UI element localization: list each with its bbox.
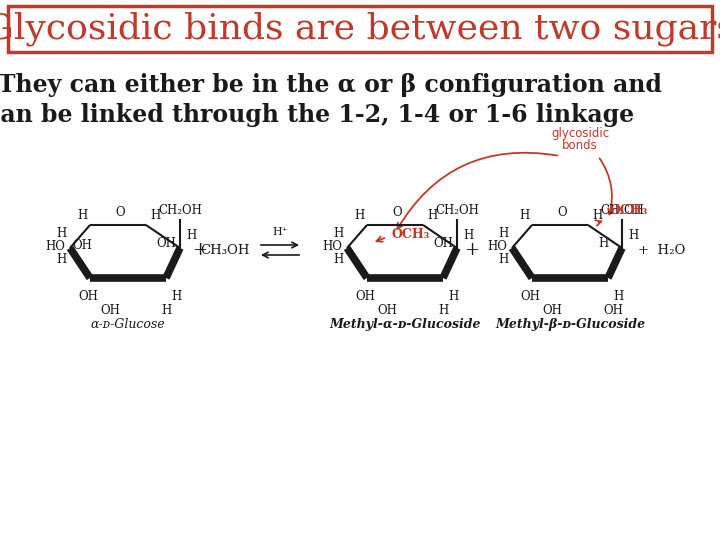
- Text: OH: OH: [78, 290, 98, 303]
- Text: H: H: [334, 253, 344, 266]
- Text: Methyl-β-ᴅ-Glucoside: Methyl-β-ᴅ-Glucoside: [495, 318, 645, 331]
- Text: CH₂OH: CH₂OH: [435, 204, 479, 217]
- Text: H: H: [150, 209, 161, 222]
- Text: +: +: [192, 241, 207, 259]
- Text: OCH₃: OCH₃: [610, 204, 648, 217]
- Text: Methyl-α-ᴅ-Glucoside: Methyl-α-ᴅ-Glucoside: [329, 318, 481, 331]
- Text: can be linked through the 1-2, 1-4 or 1-6 linkage: can be linked through the 1-2, 1-4 or 1-…: [0, 103, 634, 127]
- Text: H: H: [78, 209, 88, 222]
- Text: CH₂OH: CH₂OH: [600, 204, 644, 217]
- Text: CH₃OH: CH₃OH: [200, 244, 250, 256]
- Text: H: H: [628, 229, 638, 242]
- Text: OH: OH: [72, 239, 92, 252]
- Text: OH: OH: [520, 290, 540, 303]
- Text: H: H: [171, 290, 181, 303]
- Text: +: +: [464, 241, 480, 259]
- Text: H: H: [57, 253, 67, 266]
- FancyArrowPatch shape: [600, 158, 613, 214]
- Text: H: H: [520, 209, 530, 222]
- Text: H: H: [334, 227, 344, 240]
- Text: H: H: [438, 304, 449, 317]
- Text: OH: OH: [156, 237, 176, 250]
- Text: Glycosidic binds are between two sugars: Glycosidic binds are between two sugars: [0, 12, 720, 46]
- Text: O: O: [557, 206, 567, 219]
- Text: bonds: bonds: [562, 139, 598, 152]
- Text: O: O: [115, 206, 125, 219]
- Text: H: H: [463, 229, 473, 242]
- Text: OH: OH: [100, 304, 120, 317]
- Text: H: H: [499, 227, 509, 240]
- FancyBboxPatch shape: [8, 6, 712, 52]
- Text: H: H: [448, 290, 458, 303]
- Text: OH: OH: [377, 304, 397, 317]
- Text: H: H: [427, 209, 437, 222]
- Text: H: H: [355, 209, 365, 222]
- Text: HO: HO: [45, 240, 65, 253]
- Text: CH₂OH: CH₂OH: [158, 204, 202, 217]
- Text: HO: HO: [322, 240, 342, 253]
- Text: OCH₃: OCH₃: [392, 228, 431, 241]
- FancyArrowPatch shape: [397, 153, 557, 229]
- Text: H: H: [598, 237, 608, 250]
- Text: OH: OH: [542, 304, 562, 317]
- Text: H: H: [499, 253, 509, 266]
- Text: OH: OH: [603, 304, 623, 317]
- Text: O: O: [392, 206, 402, 219]
- Text: H: H: [592, 209, 602, 222]
- Text: HO: HO: [487, 240, 507, 253]
- Text: OH: OH: [433, 237, 453, 250]
- Text: +  H₂O: + H₂O: [638, 244, 685, 256]
- Text: They can either be in the α or β configuration and: They can either be in the α or β configu…: [0, 73, 662, 97]
- Text: H: H: [57, 227, 67, 240]
- Text: H: H: [186, 229, 197, 242]
- Text: H⁺: H⁺: [272, 227, 288, 237]
- Text: α-ᴅ-Glucose: α-ᴅ-Glucose: [91, 318, 166, 331]
- Text: glycosidic: glycosidic: [551, 127, 609, 140]
- Text: H: H: [613, 290, 624, 303]
- Text: OH: OH: [355, 290, 375, 303]
- Text: H: H: [161, 304, 171, 317]
